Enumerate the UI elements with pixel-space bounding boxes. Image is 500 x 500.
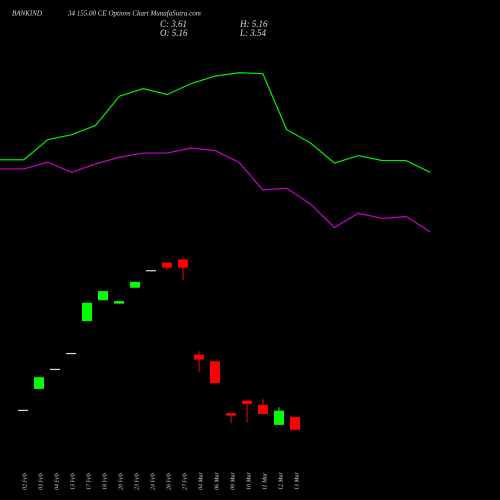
candle-body xyxy=(34,377,44,389)
x-tick-label: 17 Feb xyxy=(86,473,92,490)
x-tick-label: 24 Feb xyxy=(149,473,156,490)
x-tick-label: 20 Feb xyxy=(118,473,124,490)
candle-body xyxy=(50,368,60,371)
candle-body xyxy=(226,413,236,416)
candle-body xyxy=(258,404,268,414)
close-label: C: 3.61 xyxy=(160,19,187,29)
candle-body xyxy=(130,281,140,288)
x-tick-label: 06 Mar xyxy=(214,472,220,490)
candle-body xyxy=(66,352,76,355)
indicator-line xyxy=(0,72,431,173)
candle-body xyxy=(194,354,204,360)
candle-body xyxy=(82,302,92,322)
symbol: BANKIND xyxy=(12,10,42,18)
chart-title: 34 155.00 CE Options Chart MunafaSutra.c… xyxy=(67,10,201,18)
candle-body xyxy=(114,301,124,304)
high-label: H: 5.16 xyxy=(239,19,268,29)
x-tick-label: 18 Feb xyxy=(102,473,108,490)
x-tick-label: 23 Feb xyxy=(134,473,140,490)
candle-body xyxy=(290,416,300,430)
x-tick-label: 11 Mar xyxy=(262,472,268,490)
x-tick-label: 13 Mar xyxy=(294,472,300,490)
open-label: O: 5.16 xyxy=(160,28,188,38)
candle-body xyxy=(210,361,220,384)
candle-body xyxy=(274,410,284,425)
x-tick-label: 12 Mar xyxy=(278,472,284,490)
indicator-line xyxy=(0,147,431,233)
candle-body xyxy=(162,262,172,268)
x-tick-label: 04 Mar xyxy=(197,472,204,490)
x-tick-label: 09 Mar xyxy=(230,472,236,490)
x-tick-label: 13 Feb xyxy=(70,473,76,490)
x-tick-label: 27 Feb xyxy=(182,473,188,490)
candle-body xyxy=(146,270,156,272)
x-tick-label: 02 Feb xyxy=(22,473,28,490)
candle-body xyxy=(18,409,28,412)
x-tick-label: 26 Feb xyxy=(166,473,172,490)
low-label: L: 3.54 xyxy=(239,28,267,38)
candle-body xyxy=(242,400,252,404)
x-tick-label: 04 Feb xyxy=(53,473,60,490)
x-tick-label: 10 Mar xyxy=(246,472,252,490)
candle-body xyxy=(178,259,188,268)
x-tick-label: 03 Feb xyxy=(38,473,44,490)
candle-body xyxy=(98,291,108,301)
